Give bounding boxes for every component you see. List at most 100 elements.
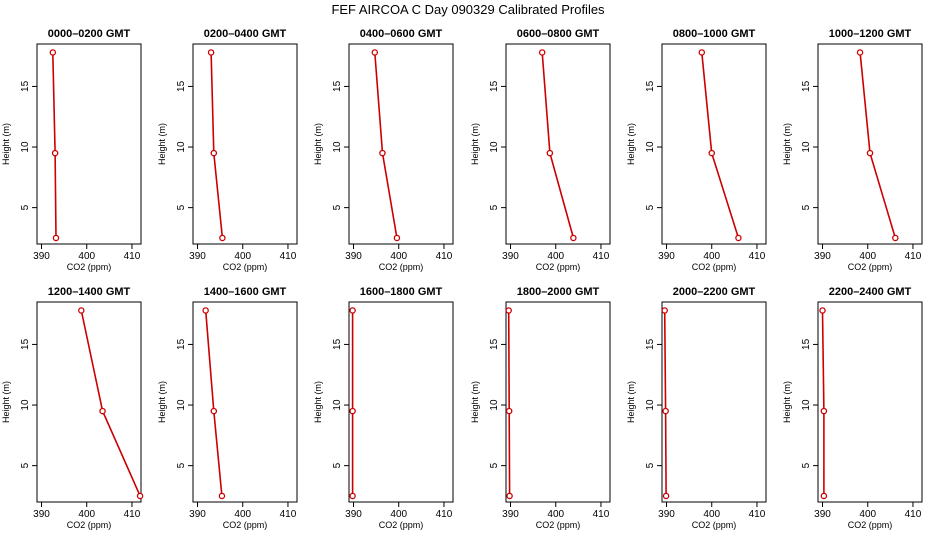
data-point	[99, 407, 106, 415]
plot-frame	[348, 43, 454, 245]
y-tick-label: 5	[801, 462, 812, 468]
y-tick-label: 15	[20, 338, 31, 350]
y-tick-label: 15	[489, 338, 500, 350]
y-tick-label: 10	[20, 141, 31, 153]
y-tick-label: 5	[176, 204, 187, 210]
y-tick-label: 5	[489, 204, 500, 210]
y-axis-label: Height (m)	[1, 123, 11, 165]
data-point	[210, 407, 218, 415]
x-tick-label: 390	[814, 251, 831, 262]
profile-line	[541, 52, 575, 239]
chart-panel-4: 0600–0800 GMT 390 400 410 5 10 15 CO2 (ppm) Heig…	[470, 28, 611, 272]
data-point	[207, 49, 215, 56]
plot-frame	[36, 43, 142, 245]
y-axis-label: Height (m)	[1, 381, 11, 423]
x-axis-label: CO2 (ppm)	[223, 520, 268, 530]
x-axis-label: CO2 (ppm)	[379, 520, 424, 530]
x-tick-label: 390	[814, 509, 831, 520]
x-tick-label: 400	[390, 509, 407, 520]
y-tick-label: 15	[801, 338, 812, 350]
panel-grid: 0000–0200 GMT 390 400 410 5 10 15 CO2 (ppm) Heig…	[1, 28, 923, 530]
x-axis-label: CO2 (ppm)	[67, 262, 112, 272]
y-tick-label: 15	[645, 338, 656, 350]
x-tick-label: 400	[859, 509, 876, 520]
data-point	[349, 307, 356, 314]
data-point	[866, 149, 874, 157]
profile-line	[701, 52, 740, 239]
x-axis-label: CO2 (ppm)	[848, 520, 893, 530]
x-tick-label: 390	[345, 509, 362, 520]
x-tick-label: 410	[749, 509, 766, 520]
data-point	[662, 492, 670, 500]
panel-title: 1000–1200 GMT	[829, 28, 912, 40]
plot-frame	[661, 43, 767, 245]
x-tick-label: 390	[33, 251, 50, 262]
data-point	[505, 307, 512, 314]
data-point	[136, 492, 144, 500]
plot-frame	[817, 301, 923, 503]
y-tick-label: 10	[176, 399, 187, 411]
y-tick-label: 5	[176, 462, 187, 468]
y-tick-label: 5	[332, 462, 343, 468]
panel-title: 2000–2200 GMT	[673, 286, 756, 298]
x-tick-label: 400	[78, 251, 95, 262]
chart-panel-7: 1200–1400 GMT 390 400 410 5 10 15 CO2 (ppm) Heig…	[1, 286, 144, 530]
y-tick-label: 15	[645, 80, 656, 92]
data-point	[202, 307, 209, 314]
panel-title: 1400–1600 GMT	[204, 286, 287, 298]
plot-frame	[817, 43, 923, 245]
data-point	[892, 234, 899, 242]
x-tick-label: 390	[502, 251, 519, 262]
y-tick-label: 10	[801, 399, 812, 411]
x-tick-label: 400	[703, 251, 720, 262]
profile-line	[204, 310, 223, 496]
data-point	[393, 234, 401, 242]
data-point	[218, 492, 226, 500]
data-point	[708, 149, 715, 157]
data-point	[505, 407, 513, 415]
x-tick-label: 410	[593, 251, 610, 262]
y-tick-label: 5	[801, 204, 812, 210]
y-axis-label: Height (m)	[470, 381, 480, 423]
y-axis-label: Height (m)	[157, 123, 167, 165]
data-point	[78, 307, 85, 314]
x-axis-label: CO2 (ppm)	[67, 520, 112, 530]
panel-title: 0400–0600 GMT	[360, 28, 443, 40]
plot-frame	[505, 43, 611, 245]
plot-frame	[36, 301, 142, 503]
data-point	[538, 49, 546, 56]
data-point	[661, 307, 668, 314]
x-axis-label: CO2 (ppm)	[848, 262, 893, 272]
y-tick-label: 5	[20, 204, 31, 210]
plot-frame	[192, 301, 298, 503]
panel-title: 0000–0200 GMT	[48, 28, 131, 40]
chart-panel-1: 0000–0200 GMT 390 400 410 5 10 15 CO2 (ppm) Heig…	[1, 28, 142, 272]
y-tick-label: 10	[489, 399, 500, 411]
chart-panel-11: 2000–2200 GMT 390 400 410 5 10 15 CO2 (ppm) Heig…	[626, 286, 767, 530]
y-tick-label: 5	[20, 462, 31, 468]
y-tick-label: 15	[332, 80, 343, 92]
x-tick-label: 400	[547, 251, 564, 262]
data-point	[210, 149, 218, 157]
y-axis-label: Height (m)	[313, 123, 323, 165]
panel-title: 1600–1800 GMT	[360, 286, 443, 298]
data-point	[662, 407, 669, 415]
chart-panel-2: 0200–0400 GMT 390 400 410 5 10 15 CO2 (ppm) Heig…	[157, 28, 298, 272]
profile-line	[821, 310, 825, 496]
data-point	[219, 234, 226, 242]
x-tick-label: 400	[78, 509, 95, 520]
y-axis-label: Height (m)	[470, 123, 480, 165]
x-tick-label: 410	[436, 251, 453, 262]
data-point	[52, 234, 60, 242]
plot-frame	[192, 43, 298, 245]
plot-frame	[661, 301, 767, 503]
x-tick-label: 400	[234, 251, 251, 262]
y-axis-label: Height (m)	[626, 123, 636, 165]
profile-line	[52, 52, 57, 238]
y-tick-label: 10	[645, 141, 656, 153]
plot-frame	[348, 301, 454, 503]
x-tick-label: 410	[593, 509, 610, 520]
y-tick-label: 5	[645, 462, 656, 468]
x-tick-label: 410	[124, 251, 141, 262]
